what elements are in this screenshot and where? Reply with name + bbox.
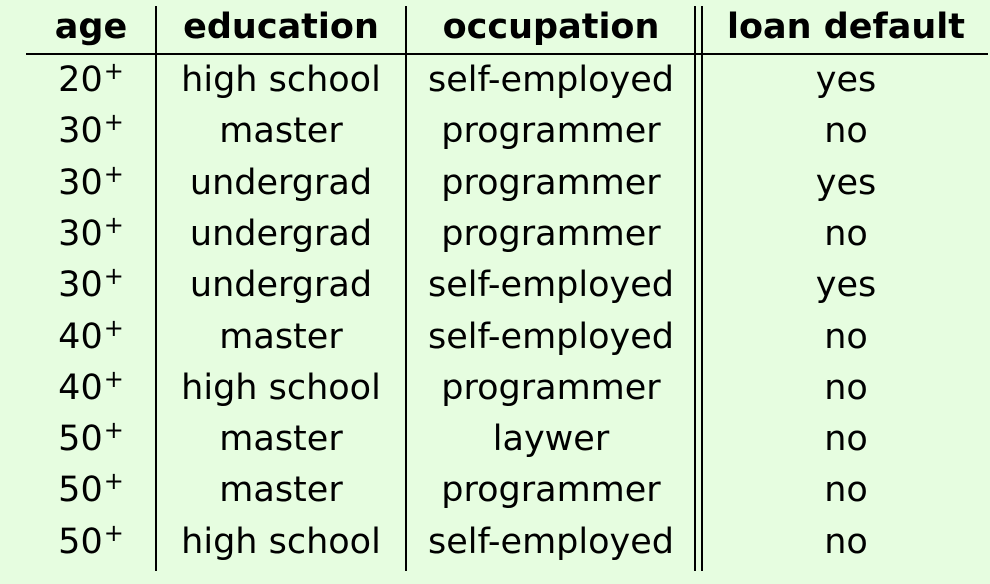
cell-education: undergrad xyxy=(189,213,373,254)
cell-occupation: self-employed xyxy=(428,316,674,357)
header-occupation: occupation xyxy=(442,7,660,47)
cell-age: 40+ xyxy=(26,312,156,363)
table-row: 30+ undergrad programmer yes xyxy=(0,158,990,209)
age-value: 30 xyxy=(58,162,103,203)
table-row: 40+ master self-employed no xyxy=(0,312,990,363)
table-row: 30+ master programmer no xyxy=(0,106,990,157)
cell-loan-default: no xyxy=(824,316,868,357)
cell-loan-default: no xyxy=(824,470,868,511)
cell-education: undergrad xyxy=(189,265,373,306)
age-suffix: + xyxy=(103,364,124,393)
age-value: 40 xyxy=(58,316,103,357)
table-row: 30+ undergrad programmer no xyxy=(0,209,990,260)
age-suffix: + xyxy=(103,262,124,291)
cell-education: undergrad xyxy=(189,162,373,203)
age-value: 40 xyxy=(58,367,103,408)
age-value: 50 xyxy=(58,521,103,562)
cell-age: 30+ xyxy=(26,209,156,260)
column-divider-occupation-double-left xyxy=(694,6,696,571)
cell-education: master xyxy=(219,111,343,152)
header-loan-default: loan default xyxy=(726,7,966,47)
age-value: 30 xyxy=(58,265,103,306)
age-suffix: + xyxy=(103,313,124,342)
cell-loan-default: yes xyxy=(815,265,877,306)
header-rule xyxy=(26,53,988,55)
cell-age: 50+ xyxy=(26,517,156,568)
age-suffix: + xyxy=(103,108,124,137)
table-row: 50+ master programmer no xyxy=(0,465,990,516)
cell-age: 30+ xyxy=(26,260,156,311)
cell-age: 50+ xyxy=(26,414,156,465)
age-suffix: + xyxy=(103,159,124,188)
age-value: 20 xyxy=(58,60,103,100)
cell-loan-default: no xyxy=(824,521,868,562)
cell-loan-default: no xyxy=(824,367,868,408)
cell-occupation: programmer xyxy=(441,162,661,203)
cell-occupation: programmer xyxy=(441,470,661,511)
column-divider-age xyxy=(155,6,157,571)
cell-education: master xyxy=(219,470,343,511)
cell-occupation: self-employed xyxy=(428,265,674,306)
cell-loan-default: no xyxy=(824,419,868,460)
column-divider-education xyxy=(405,6,407,571)
table-row: 20+ high school self-employed yes xyxy=(0,55,990,106)
cell-loan-default: no xyxy=(824,213,868,254)
cell-age: 30+ xyxy=(26,158,156,209)
cell-age: 40+ xyxy=(26,363,156,414)
age-suffix: + xyxy=(103,210,124,239)
cell-education: high school xyxy=(181,367,381,408)
cell-loan-default: no xyxy=(824,111,868,152)
cell-occupation: programmer xyxy=(441,367,661,408)
column-divider-occupation-double-right xyxy=(701,6,703,571)
cell-occupation: self-employed xyxy=(428,60,674,100)
age-value: 30 xyxy=(58,213,103,254)
age-value: 30 xyxy=(58,111,103,152)
header-age: age xyxy=(54,7,128,47)
cell-education: master xyxy=(219,419,343,460)
cell-age: 20+ xyxy=(26,55,156,106)
age-suffix: + xyxy=(103,57,124,85)
cell-age: 50+ xyxy=(26,465,156,516)
cell-education: high school xyxy=(181,521,381,562)
table-row: 50+ master laywer no xyxy=(0,414,990,465)
table-row: 30+ undergrad self-employed yes xyxy=(0,260,990,311)
cell-age: 30+ xyxy=(26,106,156,157)
cell-loan-default: yes xyxy=(815,162,877,203)
cell-occupation: programmer xyxy=(441,111,661,152)
cell-occupation: programmer xyxy=(441,213,661,254)
age-suffix: + xyxy=(103,416,124,445)
age-value: 50 xyxy=(58,419,103,460)
age-suffix: + xyxy=(103,518,124,547)
header-education: education xyxy=(183,7,379,47)
cell-loan-default: yes xyxy=(815,60,877,100)
table-header-row: age education occupation loan default xyxy=(0,2,990,53)
table-row: 50+ high school self-employed no xyxy=(0,517,990,568)
cell-education: high school xyxy=(181,60,381,100)
age-suffix: + xyxy=(103,467,124,496)
age-value: 50 xyxy=(58,470,103,511)
cell-occupation: self-employed xyxy=(428,521,674,562)
table-row: 40+ high school programmer no xyxy=(0,363,990,414)
cell-education: master xyxy=(219,316,343,357)
cell-occupation: laywer xyxy=(492,419,610,460)
